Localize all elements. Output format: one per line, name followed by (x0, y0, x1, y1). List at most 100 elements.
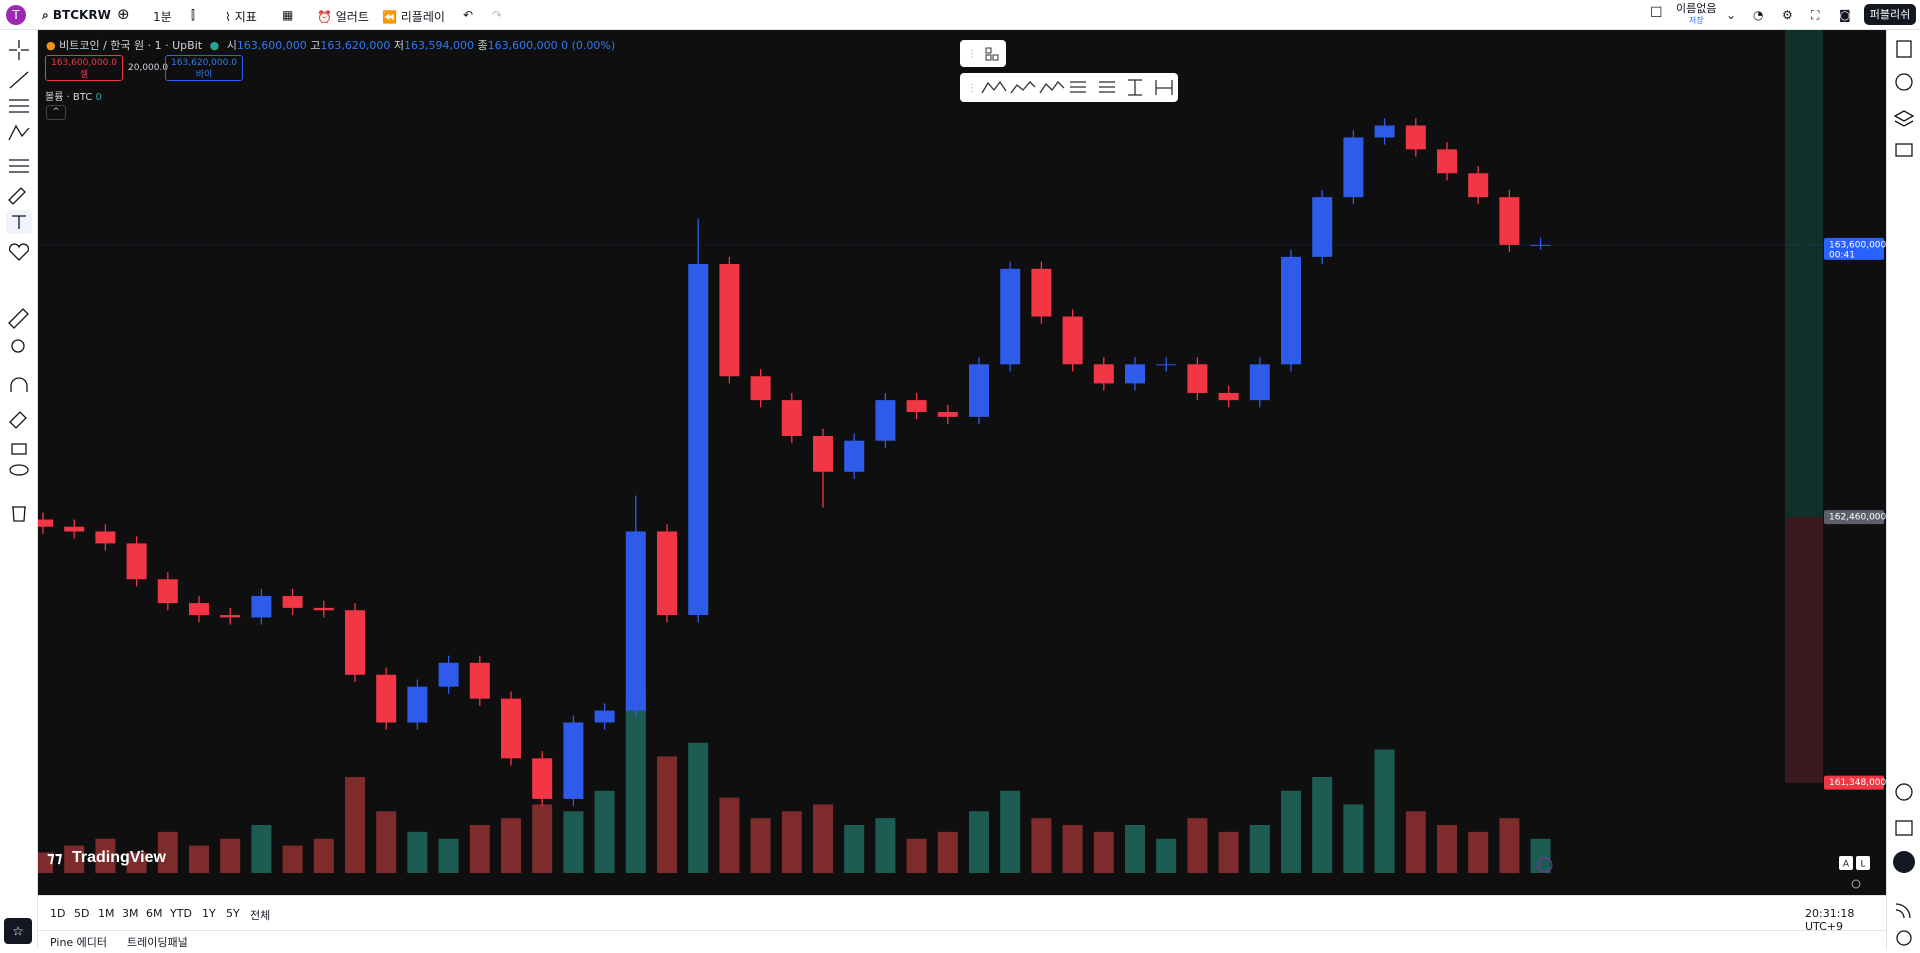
icons-tool[interactable] (8, 243, 30, 261)
candle-body (781, 400, 802, 436)
buy-button[interactable]: 163,620,000.0 바이 (165, 55, 243, 81)
alerts-panel-button[interactable] (1895, 73, 1913, 91)
replay-button[interactable]: ⏪ 리플레이 (382, 10, 445, 24)
volume-bar (501, 818, 521, 873)
timeframe-button[interactable]: 6M (146, 907, 163, 920)
brush-tool[interactable] (8, 187, 26, 205)
timeframe-button[interactable]: 1Y (202, 907, 216, 920)
avatar[interactable]: T (6, 5, 26, 25)
undo-button[interactable]: ↶ (463, 8, 474, 22)
candle-body (625, 531, 646, 711)
panel-tab[interactable]: 트레이딩패널 (127, 936, 188, 949)
volume-bar (719, 797, 740, 873)
products-button[interactable] (1893, 851, 1915, 873)
candle-body (1343, 137, 1364, 198)
volume-bar (844, 825, 865, 873)
settings-button[interactable]: ⚙ (1782, 8, 1793, 22)
candle-body (157, 579, 178, 604)
candle-body (532, 758, 553, 799)
clock: 20:31:18 UTC+9 (1805, 907, 1855, 933)
timeframe-button[interactable]: YTD (170, 907, 192, 920)
calendar-button[interactable] (1895, 820, 1913, 836)
trash-tool[interactable] (12, 506, 26, 522)
alerts-button[interactable]: ⏰ 얼러트 (317, 10, 369, 24)
volume-bar (157, 831, 178, 873)
svg-text:⋮: ⋮ (967, 83, 977, 94)
candle-body (189, 603, 209, 616)
sell-button[interactable]: 163,600,000.0 셀 (45, 55, 123, 81)
quick-search[interactable]: ◔ (1753, 8, 1764, 22)
price-label: 163,600,000 (1829, 240, 1886, 250)
volume-bar (1125, 825, 1145, 873)
left-toolbar: ☆ (0, 30, 38, 949)
zoom-tool[interactable] (11, 339, 25, 353)
volume-bar (1530, 838, 1551, 873)
volume-bar (469, 825, 490, 873)
close-value: 163,600,000 (487, 39, 558, 52)
floating-toolbar-handle[interactable]: ⋮ (960, 40, 1006, 67)
candle-body (1530, 244, 1551, 246)
visibility-tool[interactable] (9, 464, 29, 476)
open-label: 시 (226, 39, 237, 52)
volume-bar (1093, 831, 1114, 873)
volume-bar (532, 804, 553, 873)
measure-tool[interactable] (8, 308, 29, 329)
pattern-tool[interactable] (8, 124, 30, 141)
publish-button[interactable]: 퍼블리쉬 (1864, 4, 1916, 25)
layout-icon[interactable]: ☐ (1650, 5, 1663, 21)
text-tool[interactable] (12, 215, 26, 229)
candle-body (1437, 149, 1457, 174)
symbol-search[interactable]: ⌕ BTCKRW (42, 8, 111, 22)
replay-label: 리플레이 (400, 10, 445, 24)
auto-scale-button[interactable] (1839, 856, 1853, 870)
candle-body (1405, 125, 1426, 150)
timeframe-button[interactable]: 1M (98, 907, 115, 920)
magnet-tool[interactable] (10, 377, 28, 392)
chat-button[interactable] (1895, 143, 1913, 157)
timeframe-button[interactable]: 3M (122, 907, 139, 920)
timeframe-button[interactable]: 5D (74, 907, 90, 920)
interval-button[interactable]: 1분 (153, 10, 172, 24)
panel-tab[interactable]: Pine 에디터 (50, 936, 108, 949)
ideas-button[interactable] (1895, 783, 1913, 801)
volume-bar (126, 852, 147, 873)
crosshair-tool[interactable] (9, 40, 29, 60)
lock-tool[interactable] (11, 443, 27, 455)
buy-label: 바이 (195, 70, 213, 80)
candle-body (126, 543, 147, 580)
help-button[interactable] (1896, 930, 1912, 946)
chart-type-button[interactable]: ⫿ (191, 8, 195, 22)
candle-body (719, 264, 740, 377)
redo-button[interactable]: ↷ (492, 8, 503, 22)
trend-line-tool[interactable] (9, 71, 29, 89)
forecast-tool[interactable] (9, 159, 29, 173)
candle-body (1187, 364, 1208, 393)
candle-body (1281, 256, 1301, 365)
timeframe-button[interactable]: 5Y (226, 907, 240, 920)
layout-name[interactable]: 이름없음 저장 (1676, 3, 1716, 27)
indicators-button[interactable]: ⌇ 지표 (225, 10, 257, 24)
candle-body (1374, 125, 1395, 138)
volume-bar (906, 838, 927, 873)
fullscreen-button[interactable]: ⛶ (1811, 8, 1820, 22)
volume-bar (1281, 790, 1301, 873)
compare-button[interactable]: ⊕ (117, 5, 130, 23)
templates-button[interactable]: ▦ (282, 8, 294, 22)
favorites-button[interactable] (4, 918, 32, 944)
timeframe-button[interactable]: 전체 (250, 909, 271, 922)
volume-bar (345, 777, 365, 873)
streams-button[interactable] (1895, 903, 1911, 919)
fib-tool[interactable] (9, 99, 29, 113)
settings-icon[interactable] (1851, 879, 1861, 889)
drawing-tools: ☆ (4, 40, 32, 944)
log-scale-button[interactable] (1856, 856, 1870, 870)
lightning-icon[interactable] (1537, 857, 1553, 873)
timeframe-button[interactable]: 1D (50, 907, 66, 920)
watchlist-button[interactable] (1896, 40, 1912, 58)
collapse-button[interactable]: ^ (46, 105, 66, 120)
object-tree-button[interactable] (1893, 110, 1915, 127)
snapshot-button[interactable]: ◙ (1839, 8, 1851, 22)
drawing-mode-tool[interactable] (9, 411, 27, 429)
save-label: 저장 (1688, 16, 1704, 25)
layout-menu[interactable]: ⌄ (1726, 8, 1737, 22)
